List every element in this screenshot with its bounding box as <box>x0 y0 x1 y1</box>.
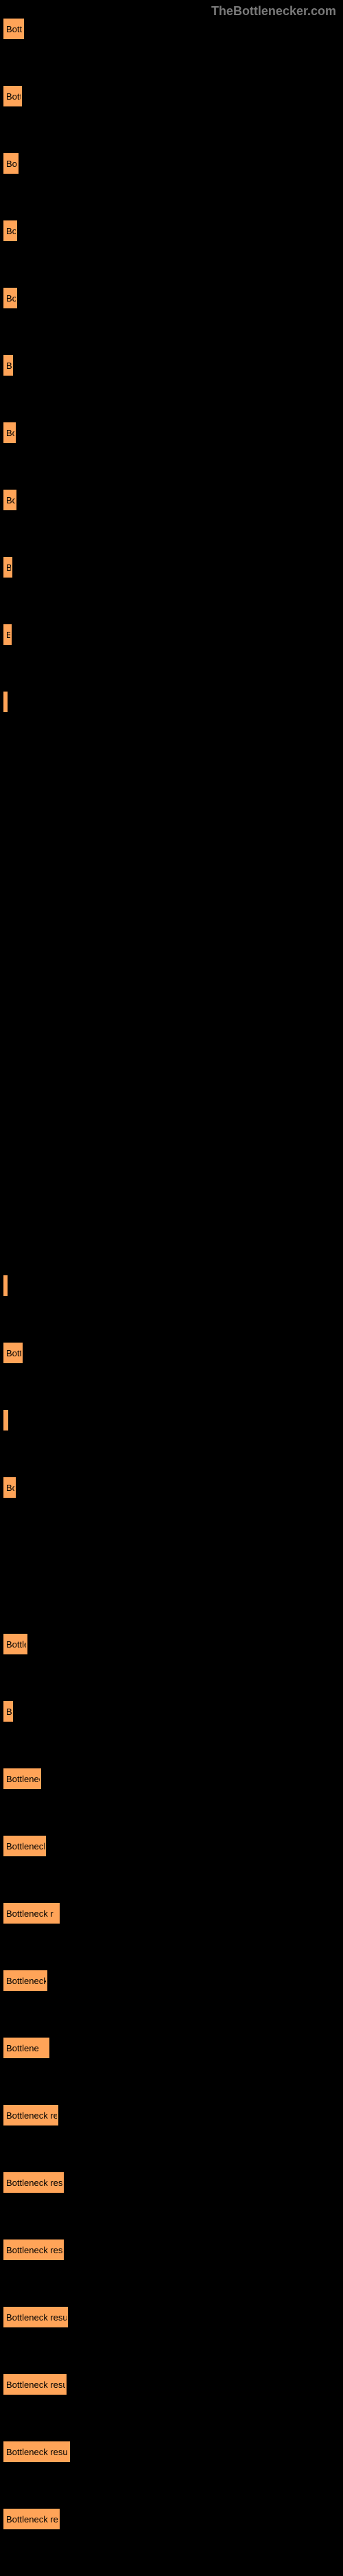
bar-label: Bottlenec <box>5 1774 41 1784</box>
bar-label: Bo <box>5 226 17 236</box>
bar-label: Bottleneck re <box>5 2514 58 2524</box>
bar: B <box>3 557 12 578</box>
bar-row: Bottleneck <box>0 1836 343 1856</box>
bar: Bottle <box>3 1634 27 1654</box>
bar: B <box>3 355 13 376</box>
bar-label: Bottleneck res <box>5 2245 62 2255</box>
bar <box>3 1410 8 1431</box>
bar: Bottlenec <box>3 1768 41 1789</box>
bar: Bo <box>3 288 17 308</box>
bar-row: Bottleneck re <box>0 2509 343 2529</box>
bar: Bottleneck <box>3 1836 46 1856</box>
bar-row <box>0 1275 343 1296</box>
bar: Bo <box>3 153 19 174</box>
bar: B <box>3 1701 13 1722</box>
bar: Bott <box>3 19 24 39</box>
bar-label: Bo <box>5 1483 16 1493</box>
bar-row: Bottleneck resu <box>0 2374 343 2395</box>
bar: Bottleneck re <box>3 2105 58 2125</box>
bar-label: Bottleneck re <box>5 2110 58 2121</box>
bar-label: B <box>5 562 12 573</box>
bar: Bott <box>3 86 22 106</box>
bar-row: Bott <box>0 19 343 39</box>
bar-label: B <box>5 361 12 371</box>
bar-row: Bottleneck resu <box>0 2441 343 2462</box>
bar-row: Bottlenec <box>0 1768 343 1789</box>
bar-row: Bottleneck re <box>0 2105 343 2125</box>
bar <box>3 692 8 712</box>
bar-row: Bo <box>0 288 343 308</box>
bar-row: Bo <box>0 153 343 174</box>
bar: Bottleneck res <box>3 2172 64 2193</box>
bar-label: Bottle <box>5 1639 27 1650</box>
bar-row: Bottlene <box>0 2038 343 2058</box>
bar-row: Bo <box>0 1477 343 1498</box>
bar-label: Bottleneck <box>5 1976 47 1986</box>
bar-label: Bott <box>5 91 22 102</box>
bar-row: Bottleneck res <box>0 2172 343 2193</box>
bar-row: Bott <box>0 1343 343 1363</box>
bar: Bottleneck res <box>3 2239 64 2260</box>
bar-row: B <box>0 1701 343 1722</box>
bar-row: B <box>0 355 343 376</box>
bar-row <box>0 1410 343 1431</box>
bar: Bottleneck re <box>3 2509 60 2529</box>
bar-row: Bo <box>0 422 343 443</box>
bar-label: Bottleneck res <box>5 2178 62 2188</box>
bar-label: Bottleneck resu <box>5 2312 68 2323</box>
bar: Bo <box>3 490 16 510</box>
bar: Bottleneck <box>3 1970 47 1991</box>
bar-label: Bottlene <box>5 2043 39 2053</box>
bar-row: Bott <box>0 86 343 106</box>
bar-label: Bott <box>5 1348 22 1358</box>
bar: Bottlene <box>3 2038 49 2058</box>
bar-label: Bo <box>5 293 17 304</box>
bar-row: Bottle <box>0 1634 343 1654</box>
bar-label: Bo <box>5 495 16 505</box>
bar-row: Bo <box>0 220 343 241</box>
bar-row: Bo <box>0 490 343 510</box>
site-header: TheBottlenecker.com <box>0 0 343 19</box>
bar: Bottleneck resu <box>3 2441 70 2462</box>
bar: B <box>3 624 12 645</box>
bar: Bo <box>3 220 17 241</box>
bar-row: Bottleneck resu <box>0 2307 343 2327</box>
bar-row: B <box>0 624 343 645</box>
bar-row: Bottleneck r <box>0 1903 343 1924</box>
bar-label: Bo <box>5 428 16 438</box>
bar-label: Bottleneck <box>5 1841 46 1851</box>
bar: Bottleneck resu <box>3 2374 67 2395</box>
bar-label: B <box>5 1707 12 1717</box>
bar: Bottleneck r <box>3 1903 60 1924</box>
bar-chart: Bott Bott Bo Bo Bo B Bo Bo B B Bott Bo Bottle B Bottle… <box>0 19 343 2529</box>
bar-label: Bottleneck resu <box>5 2380 67 2390</box>
bar: Bo <box>3 1477 16 1498</box>
bar-row <box>0 692 343 712</box>
bar-label: B <box>5 630 12 640</box>
bar-row: Bottleneck <box>0 1970 343 1991</box>
bar-row: B <box>0 557 343 578</box>
bar-label: Bott <box>5 24 22 34</box>
bar: Bottleneck resu <box>3 2307 68 2327</box>
bar-label: Bottleneck resu <box>5 2447 68 2457</box>
bar: Bott <box>3 1343 23 1363</box>
bar-row: Bottleneck res <box>0 2239 343 2260</box>
bar-label: Bottleneck r <box>5 1908 54 1919</box>
bar: Bo <box>3 422 16 443</box>
bar-label: Bo <box>5 159 17 169</box>
bar <box>3 1275 8 1296</box>
